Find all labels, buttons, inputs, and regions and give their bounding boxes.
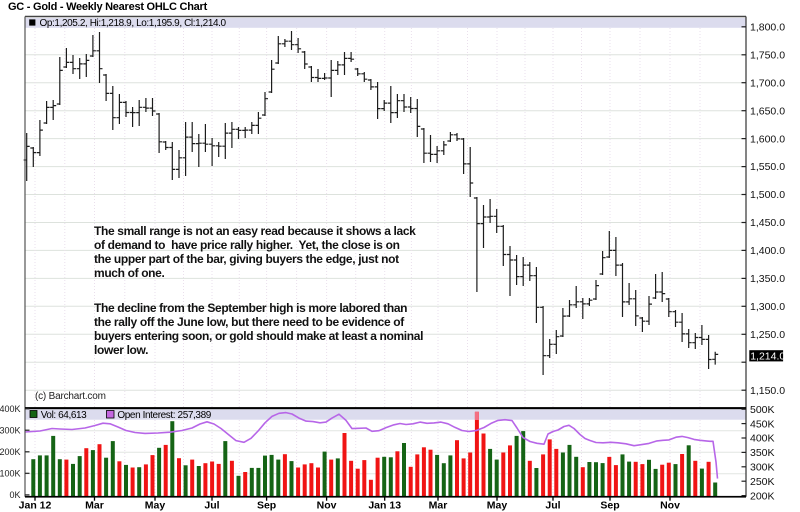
svg-text:Jan 12: Jan 12: [19, 500, 52, 512]
svg-text:May: May: [487, 500, 508, 512]
svg-text:500K: 500K: [750, 404, 775, 416]
svg-text:1,600.0: 1,600.0: [750, 133, 785, 145]
svg-text:1,800.0: 1,800.0: [750, 22, 785, 34]
svg-text:1,550.0: 1,550.0: [750, 161, 785, 173]
svg-text:1,650.0: 1,650.0: [750, 105, 785, 117]
svg-text:Open Interest: 257,389: Open Interest: 257,389: [117, 410, 211, 421]
svg-text:400K: 400K: [0, 404, 21, 414]
svg-text:1,150.0: 1,150.0: [750, 385, 785, 397]
svg-text:0K: 0K: [9, 490, 20, 500]
svg-text:Sep: Sep: [600, 500, 619, 512]
svg-text:350K: 350K: [750, 447, 775, 459]
svg-text:May: May: [145, 500, 166, 512]
svg-text:300K: 300K: [0, 426, 21, 436]
svg-text:1,214.0: 1,214.0: [750, 350, 785, 362]
svg-text:1,350.0: 1,350.0: [750, 273, 785, 285]
svg-text:100K: 100K: [0, 469, 21, 479]
svg-text:200K: 200K: [0, 447, 21, 457]
svg-text:1,250.0: 1,250.0: [750, 329, 785, 341]
svg-text:450K: 450K: [750, 418, 775, 430]
svg-text:Jul: Jul: [545, 500, 560, 512]
svg-text:Jan 13: Jan 13: [368, 500, 401, 512]
svg-text:200K: 200K: [750, 490, 775, 502]
svg-text:1,700.0: 1,700.0: [750, 77, 785, 89]
svg-text:Nov: Nov: [317, 500, 337, 512]
svg-text:400K: 400K: [750, 433, 775, 445]
svg-text:1,750.0: 1,750.0: [750, 50, 785, 62]
svg-text:Jul: Jul: [204, 500, 219, 512]
svg-text:Nov: Nov: [660, 500, 680, 512]
svg-text:1,500.0: 1,500.0: [750, 189, 785, 201]
svg-text:Vol: 64,613: Vol: 64,613: [41, 410, 87, 421]
svg-text:Sep: Sep: [257, 500, 276, 512]
svg-text:300K: 300K: [750, 462, 775, 474]
svg-text:(c) Barchart.com: (c) Barchart.com: [35, 391, 106, 402]
svg-text:1,300.0: 1,300.0: [750, 301, 785, 313]
svg-text:1,450.0: 1,450.0: [750, 217, 785, 229]
svg-text:Mar: Mar: [85, 500, 104, 512]
svg-text:Mar: Mar: [429, 500, 448, 512]
svg-text:1,400.0: 1,400.0: [750, 245, 785, 257]
svg-text:250K: 250K: [750, 476, 775, 488]
svg-text:Op:1,205.2, Hi:1,218.9, Lo:1,1: Op:1,205.2, Hi:1,218.9, Lo:1,195.9, Cl:1…: [40, 18, 227, 29]
